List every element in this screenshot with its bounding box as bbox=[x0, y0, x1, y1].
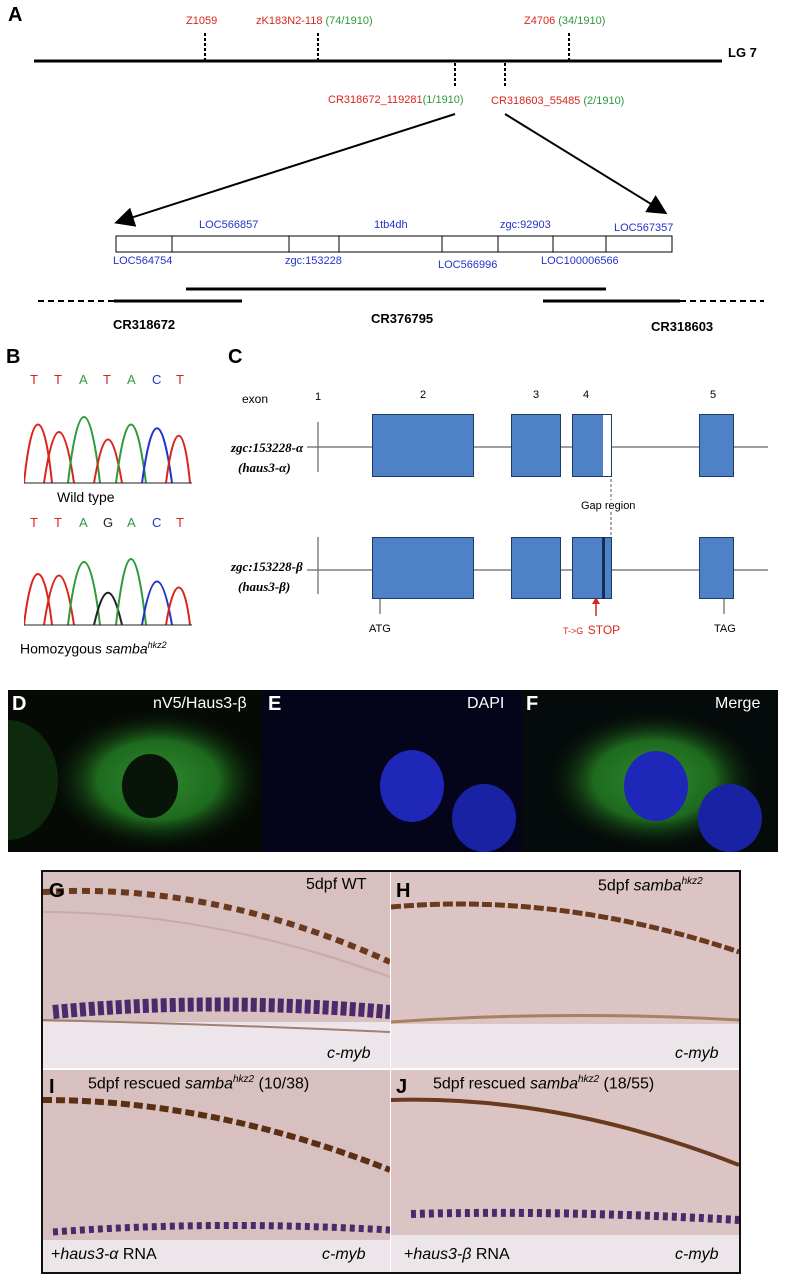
panel-j-rna: +haus3-β RNA bbox=[404, 1246, 510, 1263]
mutant-label: Homozygous sambahkz2 bbox=[20, 640, 167, 657]
exon-box bbox=[699, 537, 734, 599]
mutant-chromatogram bbox=[24, 558, 192, 626]
panel-label-a: A bbox=[8, 4, 23, 26]
clone-label: CR376795 bbox=[371, 311, 434, 326]
exon-box bbox=[372, 414, 474, 477]
panel-j-title: 5dpf rescued sambahkz2 (18/55) bbox=[433, 1074, 655, 1093]
panel-d-image bbox=[8, 690, 262, 852]
panel-j-image bbox=[391, 1070, 739, 1272]
panel-g-probe: c-myb bbox=[327, 1045, 371, 1062]
panel-label-e: E bbox=[268, 693, 282, 715]
panel-i-image bbox=[43, 1070, 390, 1272]
linkage-group-label: LG 7 bbox=[728, 45, 757, 60]
marker-label: zK183N2-118 (74/1910) bbox=[256, 15, 373, 27]
panel-h-probe: c-myb bbox=[675, 1045, 719, 1062]
exon-number: 1 bbox=[315, 391, 322, 403]
gap-region-label: Gap region bbox=[581, 500, 636, 512]
genetic-map-svg bbox=[34, 33, 764, 303]
start-codon-label: ATG bbox=[369, 623, 391, 635]
alpha-isoform-name: zgc:153228-α bbox=[231, 440, 304, 455]
exon-box bbox=[511, 537, 561, 599]
zoom-arrow-right bbox=[504, 113, 668, 215]
zoom-arrow-left bbox=[114, 113, 456, 227]
exon-number: 3 bbox=[533, 389, 540, 401]
panel-label-c: C bbox=[228, 346, 243, 368]
gap-region-box bbox=[603, 414, 612, 477]
panel-d-title: nV5/Haus3-β bbox=[153, 695, 247, 712]
gene-label: zgc:153228 bbox=[285, 255, 342, 267]
panel-g-image bbox=[43, 872, 390, 1068]
marker-label: CR318672_119281(1/1910) bbox=[328, 94, 464, 106]
clone-label: CR318672 bbox=[113, 317, 176, 332]
panel-h-title: 5dpf sambahkz2 bbox=[598, 876, 703, 895]
exon-box bbox=[699, 414, 734, 477]
panel-i-title: 5dpf rescued sambahkz2 (10/38) bbox=[88, 1074, 310, 1093]
marker-label: Z1059 bbox=[186, 15, 218, 27]
panel-f-title: Merge bbox=[715, 695, 761, 712]
in-situ-grid-frame bbox=[41, 870, 741, 1274]
panel-label-d: D bbox=[12, 693, 27, 715]
panel-label-j: J bbox=[396, 1076, 408, 1098]
exon-number: 4 bbox=[583, 389, 590, 401]
panel-label-g: G bbox=[49, 880, 65, 902]
beta-isoform-name: zgc:153228-β bbox=[231, 559, 303, 574]
gene-label: LOC566857 bbox=[199, 219, 259, 231]
gene-track bbox=[115, 235, 673, 253]
gene-label: 1tb4dh bbox=[374, 219, 408, 231]
panel-i-probe: c-myb bbox=[322, 1246, 366, 1263]
gene-label: zgc:92903 bbox=[500, 219, 551, 231]
mutation-label: T->G STOP bbox=[563, 623, 621, 637]
mutation-line bbox=[602, 537, 605, 599]
stop-codon-label: TAG bbox=[714, 623, 736, 635]
panel-label-f: F bbox=[526, 693, 539, 715]
gene-label: LOC567357 bbox=[614, 222, 674, 234]
exon-word: exon bbox=[242, 392, 269, 406]
exon-box bbox=[511, 414, 561, 477]
wt-chromatogram bbox=[24, 416, 192, 484]
panel-e-title: DAPI bbox=[467, 695, 505, 712]
panel-j-probe: c-myb bbox=[675, 1246, 719, 1263]
marker-label: CR318603_55485 (2/1910) bbox=[491, 95, 625, 107]
exon-box bbox=[372, 537, 474, 599]
panel-e-image bbox=[262, 690, 522, 852]
exon-number: 2 bbox=[420, 389, 427, 401]
exon-number: 5 bbox=[710, 389, 717, 401]
wt-label: Wild type bbox=[57, 489, 115, 505]
panel-g-title: 5dpf WT bbox=[306, 876, 367, 893]
panel-label-b: B bbox=[6, 346, 21, 368]
clone-label: CR318603 bbox=[651, 319, 714, 334]
gene-label: LOC566996 bbox=[438, 259, 498, 271]
panel-h-image bbox=[391, 872, 739, 1068]
gene-label: LOC564754 bbox=[113, 255, 173, 267]
panel-f-image bbox=[522, 690, 778, 852]
panel-i-rna: +haus3-α RNA bbox=[51, 1246, 157, 1263]
panel-label-i: I bbox=[49, 1076, 55, 1098]
alpha-isoform-short: (haus3-α) bbox=[238, 460, 291, 475]
marker-label: Z4706 (34/1910) bbox=[524, 15, 606, 27]
gene-label: LOC100006566 bbox=[541, 255, 619, 267]
beta-isoform-short: (haus3-β) bbox=[238, 579, 291, 594]
exon-box bbox=[572, 414, 604, 477]
panel-label-h: H bbox=[396, 880, 411, 902]
exon-box bbox=[572, 537, 612, 599]
